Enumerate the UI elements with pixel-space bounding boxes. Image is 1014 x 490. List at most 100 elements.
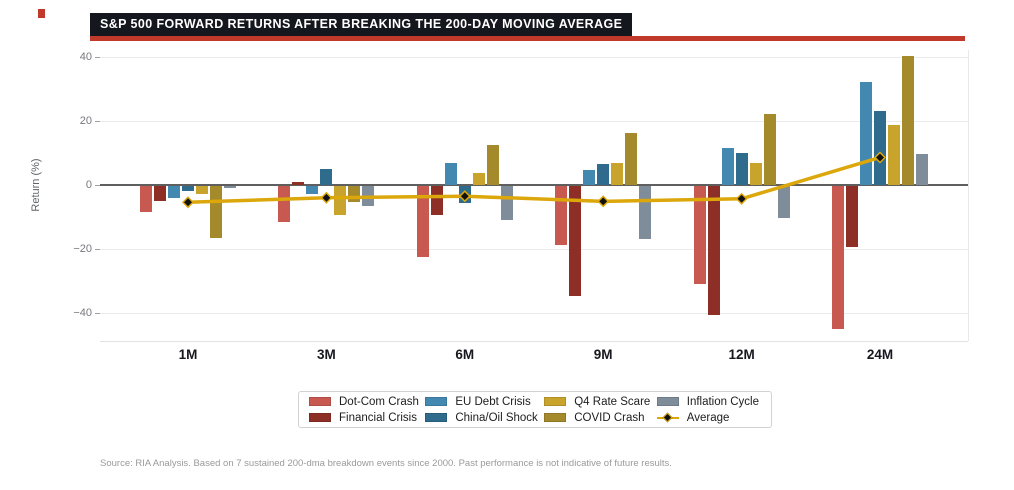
bar-china-oil-shock	[597, 164, 610, 185]
legend-column: Dot-Com Crash Financial Crisis	[309, 395, 419, 425]
bar-dot-com-crash	[693, 186, 706, 284]
legend-item-inflation-cycle: Inflation Cycle	[656, 395, 759, 409]
chart-title: S&P 500 FORWARD RETURNS AFTER BREAKING T…	[90, 13, 633, 36]
gridline	[100, 313, 968, 314]
legend-swatch	[544, 397, 567, 406]
x-tick-label: 24M	[866, 347, 894, 362]
bar-financial-crisis	[292, 182, 305, 185]
legend-item-dot-com-crash: Dot-Com Crash	[309, 395, 419, 409]
legend-swatch	[656, 397, 679, 406]
bar-dot-com-crash	[278, 186, 291, 222]
legend-column: Inflation Cycle Average	[656, 395, 759, 425]
gridline	[100, 249, 968, 250]
bar-q4-rate-scare	[334, 186, 347, 216]
bar-china-oil-shock	[320, 169, 333, 185]
bar-dot-com-crash	[416, 186, 429, 258]
bar-eu-debt-crisis	[444, 162, 457, 185]
bar-dot-com-crash	[140, 186, 152, 212]
legend-swatch	[425, 397, 448, 406]
bar-covid-crash	[210, 186, 222, 238]
x-axis-line	[100, 341, 968, 342]
bar-eu-debt-crisis	[721, 147, 734, 185]
bar-inflation-cycle	[916, 153, 928, 185]
bar-china-oil-shock	[874, 111, 886, 185]
bar-financial-crisis	[430, 186, 443, 215]
bar-china-oil-shock	[182, 186, 194, 191]
y-tick-label: 40	[79, 50, 92, 63]
legend-item-eu-debt-crisis: EU Debt Crisis	[425, 395, 537, 409]
x-tick-label: 3M	[317, 347, 336, 362]
legend-label: China/Oil Shock	[455, 411, 538, 424]
y-tick-mark	[95, 121, 100, 122]
legend-label: Q4 Rate Scare	[574, 395, 651, 408]
legend-swatch	[309, 413, 331, 422]
bar-financial-crisis	[569, 186, 582, 297]
bar-covid-crash	[486, 145, 499, 185]
average-marker-diamond	[597, 195, 610, 208]
legend-label: Dot-Com Crash	[339, 395, 419, 408]
bar-inflation-cycle	[777, 186, 790, 218]
x-tick-label: 1M	[178, 347, 198, 362]
y-tick-mark	[95, 185, 100, 186]
bar-financial-crisis	[154, 186, 166, 201]
average-marker-diamond	[181, 196, 195, 209]
average-line	[187, 155, 881, 205]
average-marker-diamond	[458, 190, 471, 203]
average-marker-diamond	[320, 191, 333, 204]
brand-mark	[38, 9, 45, 18]
bar-q4-rate-scare	[611, 162, 624, 185]
bar-covid-crash	[902, 56, 914, 185]
average-line-icon	[656, 412, 679, 423]
x-tick-label: 6M	[455, 347, 475, 362]
gridline	[100, 57, 968, 58]
legend-label: Financial Crisis	[339, 411, 417, 424]
legend-label: Average	[686, 411, 730, 424]
legend: Dot-Com Crash Financial Crisis EU Debt Cri…	[298, 391, 772, 428]
legend-column: EU Debt Crisis China/Oil Shock	[425, 395, 538, 425]
legend-label: EU Debt Crisis	[455, 395, 531, 408]
y-tick-mark	[95, 249, 100, 250]
y-tick-mark	[95, 313, 100, 314]
bar-q4-rate-scare	[196, 186, 208, 194]
y-tick-label: −40	[73, 306, 92, 319]
legend-label: COVID Crash	[574, 411, 645, 424]
legend-label: Inflation Cycle	[686, 395, 759, 408]
legend-item-average: Average	[656, 411, 759, 425]
source-note: Source: RIA Analysis. Based on 7 sustain…	[100, 458, 672, 469]
legend-item-q4-rate-scare: Q4 Rate Scare	[544, 395, 650, 409]
legend-item-china-oil-shock: China/Oil Shock	[425, 411, 538, 425]
legend-swatch	[544, 413, 567, 422]
bar-q4-rate-scare	[888, 124, 900, 185]
legend-item-financial-crisis: Financial Crisis	[309, 411, 419, 425]
y-tick-mark	[95, 57, 100, 58]
y-tick-label: 20	[79, 114, 92, 127]
legend-item-covid-crash: COVID Crash	[544, 411, 650, 425]
legend-swatch	[425, 413, 448, 422]
zero-line	[100, 184, 968, 186]
average-marker-diamond	[873, 151, 887, 164]
title-accent-bar	[90, 36, 965, 41]
bar-eu-debt-crisis	[168, 186, 180, 199]
bar-eu-debt-crisis	[306, 186, 319, 194]
bar-q4-rate-scare	[749, 162, 762, 185]
bar-dot-com-crash	[832, 186, 844, 330]
right-spine	[968, 50, 969, 341]
bar-inflation-cycle	[224, 186, 236, 189]
legend-column: Q4 Rate Scare COVID Crash	[544, 395, 650, 425]
diamond-marker-glyph	[662, 412, 673, 423]
bar-financial-crisis	[707, 186, 720, 315]
y-tick-label: −20	[73, 242, 92, 255]
legend-swatch	[309, 397, 331, 406]
y-tick-label: 0	[85, 178, 92, 191]
bar-china-oil-shock	[735, 153, 748, 185]
bar-eu-debt-crisis	[583, 170, 596, 185]
bar-covid-crash	[625, 133, 638, 185]
bar-covid-crash	[763, 113, 776, 185]
bar-financial-crisis	[846, 186, 858, 248]
average-marker-diamond	[735, 192, 748, 205]
x-tick-label: 9M	[593, 347, 613, 362]
bar-inflation-cycle	[500, 186, 513, 220]
